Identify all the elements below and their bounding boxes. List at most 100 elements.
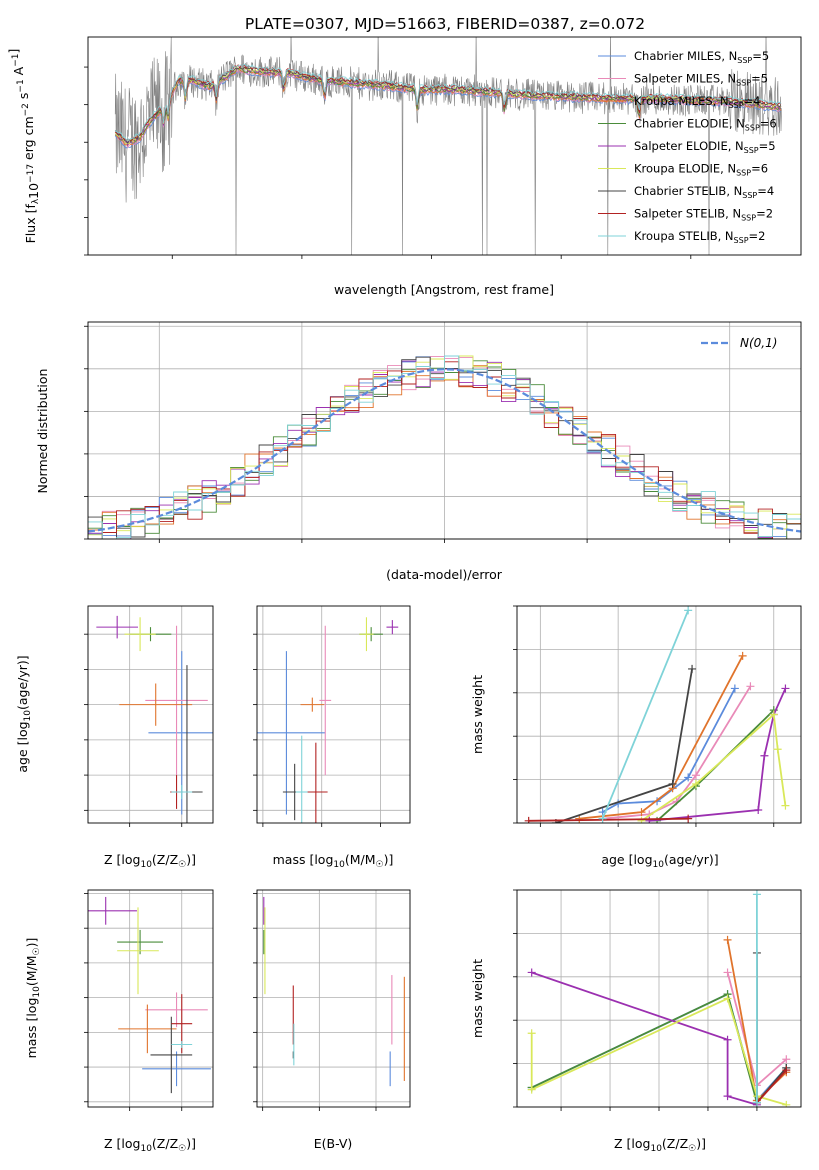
legend-subscript: SSP — [736, 169, 751, 178]
axes-frame — [256, 605, 411, 824]
label-part: 10 — [650, 1144, 662, 1154]
plus-marker — [691, 779, 700, 788]
label-part: (Z/Z — [152, 1136, 178, 1151]
legend-text: =5 — [751, 72, 768, 86]
legend-entry: Kroupa MILES, NSSP=4 — [634, 94, 760, 110]
panel-mass-vs-EBV: E(B-V) — [253, 889, 411, 1151]
legend-subscript: SSP — [729, 101, 744, 110]
model-spectrum-line — [114, 63, 782, 141]
y-axis-label: mass weight — [470, 959, 485, 1038]
x-axis-label: Z [log10(Z/Z☉)] — [104, 852, 196, 870]
plus-marker — [738, 651, 747, 660]
legend-text: Chabrier ELODIE, N — [634, 117, 745, 131]
errorbar-point — [295, 735, 308, 823]
label-part: ☉ — [376, 860, 384, 870]
label-part: (M/M — [24, 955, 39, 986]
axes-frame — [87, 605, 214, 824]
legend-entry: Salpeter MILES, NSSP=5 — [634, 72, 768, 88]
axes-frame — [87, 889, 214, 1108]
panel-age-vs-mass: mass [log10(M/M☉)] — [253, 605, 411, 870]
label-part: )] — [24, 938, 39, 948]
errorbar-point — [150, 1016, 193, 1094]
legend-entry: Kroupa ELODIE, NSSP=6 — [634, 162, 768, 178]
legend-subscript: SSP — [736, 79, 751, 88]
legend-text: =5 — [759, 139, 776, 153]
label-part: 10 — [333, 860, 345, 870]
legend-entry: Chabrier STELIB, NSSP=4 — [634, 184, 774, 200]
label-part: mass [log — [24, 998, 39, 1059]
errorbar-point — [96, 615, 138, 639]
label-part: −17 — [26, 164, 36, 183]
y-axis-label: Flux [fλ10−17 erg cm−2 s−1 A−1] — [6, 49, 41, 244]
label-part: ] — [6, 49, 21, 54]
panel-mass-weight-vs-age: mass weight age [log10(age/yr)] — [470, 605, 802, 870]
label-part: 10 — [23, 710, 33, 722]
label-part: Z [log — [104, 852, 140, 867]
label-part: )] — [186, 852, 196, 867]
plot-area — [257, 617, 399, 823]
label-part: (age/yr)] — [664, 852, 719, 867]
plus-marker — [598, 814, 607, 823]
label-part: ☉ — [688, 1144, 696, 1154]
plot-area — [96, 615, 213, 823]
errorbar-point — [386, 620, 399, 635]
legend-entry: Salpeter STELIB, NSSP=2 — [634, 207, 773, 223]
label-part: )] — [186, 1136, 196, 1151]
gaussian-reference-curve — [88, 368, 801, 533]
plus-marker — [752, 890, 761, 899]
axes-frame — [87, 36, 802, 256]
plus-marker — [684, 606, 693, 615]
plus-marker — [645, 816, 654, 823]
label-part: Z [log — [104, 1136, 140, 1151]
mass-weight-line — [756, 1069, 787, 1104]
axes-frame — [516, 889, 802, 1108]
data-spectrum-line — [114, 37, 782, 255]
legend-text: =4 — [757, 184, 774, 198]
errorbar-point — [124, 617, 156, 652]
label-part: erg cm — [21, 116, 36, 164]
label-part: 10 — [653, 860, 665, 870]
plus-marker — [760, 751, 769, 760]
plus-marker — [527, 1029, 536, 1038]
label-part: s — [16, 93, 31, 104]
plot-area — [524, 606, 790, 823]
legend-subscript: SSP — [742, 191, 757, 200]
label-part: −2 — [21, 103, 31, 116]
label-part: ☉ — [32, 947, 42, 955]
errorbar-point — [118, 1004, 177, 1054]
y-axis-label: age [log10(age/yr)] — [15, 655, 33, 772]
legend-text: Chabrier STELIB, N — [634, 184, 742, 198]
legend-text: =4 — [744, 94, 761, 108]
legend-text: Chabrier MILES, N — [634, 49, 737, 63]
legend-subscript: SSP — [744, 146, 759, 155]
errorbar-point — [304, 742, 328, 823]
plot-area — [263, 896, 405, 1087]
mass-weight-line — [528, 817, 689, 822]
label-part: 10 — [140, 1144, 152, 1154]
legend-entry: Chabrier MILES, NSSP=5 — [634, 49, 769, 65]
legend-entry: Salpeter ELODIE, NSSP=5 — [634, 139, 776, 155]
plus-marker — [637, 808, 646, 817]
plus-marker — [723, 994, 732, 1003]
plus-marker — [754, 805, 763, 814]
plus-marker — [723, 935, 732, 944]
label-part: (M/M — [345, 852, 376, 867]
legend-entry: Chabrier ELODIE, NSSP=6 — [634, 117, 777, 133]
errorbar-point — [119, 683, 193, 726]
plus-marker — [527, 1085, 536, 1094]
errorbar-point — [145, 625, 208, 776]
label-part: Z [log — [614, 1136, 650, 1151]
errorbar-point — [300, 697, 325, 712]
legend-text: Kroupa ELODIE, N — [634, 162, 736, 176]
errorbar-point — [319, 625, 332, 776]
x-axis-label: (data-model)/error — [386, 567, 503, 582]
plus-marker — [746, 682, 755, 691]
errorbar-point — [171, 784, 193, 800]
mass-weight-line — [531, 971, 758, 1106]
plus-marker — [782, 1066, 791, 1075]
plus-marker — [730, 684, 739, 693]
legend-text: Salpeter STELIB, N — [634, 207, 741, 221]
label-part: age [log — [601, 852, 652, 867]
label-part: (age/yr)] — [15, 655, 30, 710]
